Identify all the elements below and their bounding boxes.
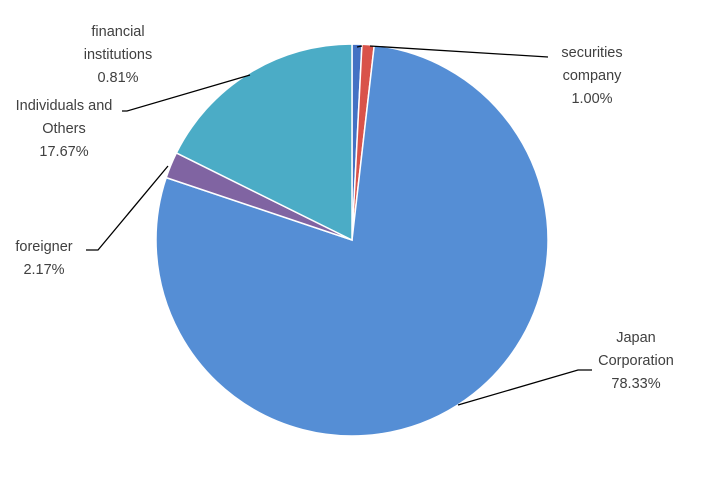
data-label-category: foreigner [15, 239, 72, 255]
data-label-securities-company: securities company 1.00% [561, 45, 622, 107]
data-label-category: securities [561, 45, 622, 61]
data-label-category: Corporation [598, 353, 674, 369]
data-label-value: 1.00% [571, 91, 612, 107]
data-label-category: company [563, 68, 623, 84]
data-label-category: Individuals and [16, 98, 113, 114]
data-labels: financial institutions 0.81% securities comp… [15, 24, 674, 392]
leader-line-individuals-and-others [122, 74, 251, 112]
data-label-category: financial [91, 24, 144, 40]
leader-line-securities-company [369, 45, 549, 58]
data-label-value: 78.33% [611, 376, 660, 392]
leader-line-financial-institutions [356, 45, 363, 48]
data-label-category: Japan [616, 330, 656, 346]
data-label-value: 0.81% [97, 70, 138, 86]
data-label-foreigner: foreigner 2.17% [15, 239, 72, 278]
data-label-value: 17.67% [39, 144, 88, 160]
leader-lines [86, 45, 592, 406]
data-label-japan-corporation: Japan Corporation 78.33% [598, 330, 674, 392]
data-label-individuals-and-others: Individuals and Others 17.67% [16, 98, 113, 160]
pie-slices [155, 43, 549, 437]
data-label-financial-institutions: financial institutions 0.81% [84, 24, 153, 86]
data-label-category: Others [42, 121, 86, 137]
data-label-value: 2.17% [23, 262, 64, 278]
leader-line-japan-corporation [457, 369, 592, 406]
pie-slice-individuals-and-others [175, 43, 353, 242]
leader-line-foreigner [86, 165, 169, 251]
data-label-category: institutions [84, 47, 153, 63]
